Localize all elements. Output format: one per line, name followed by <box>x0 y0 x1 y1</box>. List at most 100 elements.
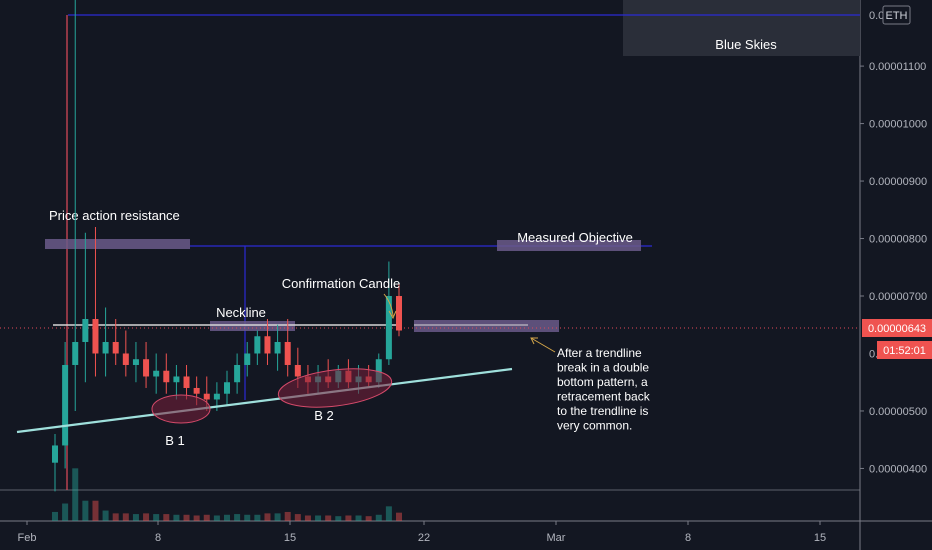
x-axis-labels: Feb 8 15 22 Mar 8 15 <box>18 521 826 544</box>
candle-body <box>203 393 210 400</box>
volume-bar <box>183 514 190 521</box>
candle[interactable] <box>72 0 79 411</box>
y-axis-labels: 0.00001100 0.00001000 0.00000900 0.00000800… <box>860 10 927 475</box>
candle[interactable] <box>102 307 109 377</box>
candle-body <box>102 341 109 354</box>
volume-bar <box>52 511 58 521</box>
confirmation-arrow <box>383 293 394 317</box>
price-axis[interactable] <box>860 0 932 550</box>
x-tick-label: 8 <box>685 532 691 544</box>
resistance-box[interactable] <box>45 239 190 249</box>
neckline-box[interactable] <box>210 321 295 331</box>
y-tick-label: 0.00000400 <box>869 463 927 475</box>
note-arrow <box>530 337 556 353</box>
bottom-1-label: B 1 <box>165 433 185 448</box>
candle-body <box>72 341 79 365</box>
candle[interactable] <box>122 330 129 377</box>
quote-currency-badge[interactable] <box>882 5 911 25</box>
x-tick-label: 22 <box>418 532 430 544</box>
note-line: bottom pattern, a <box>557 375 648 389</box>
volume-bar <box>304 515 311 521</box>
candle-body <box>82 319 89 342</box>
candle[interactable] <box>224 370 230 406</box>
candle-body <box>52 445 58 463</box>
candle[interactable] <box>112 319 119 365</box>
volume-bar <box>193 515 200 521</box>
note-line: very common. <box>557 419 632 433</box>
y-tick-label: 0.00000800 <box>869 234 927 246</box>
candle[interactable] <box>284 319 291 377</box>
candle[interactable] <box>132 341 139 383</box>
y-tick-label: 0.00000500 <box>869 406 927 418</box>
candle[interactable] <box>52 433 58 492</box>
volume-bar <box>153 514 160 521</box>
candle-body <box>254 336 261 354</box>
candle-body <box>122 353 129 365</box>
candle[interactable] <box>234 353 241 394</box>
countdown-badge <box>877 341 932 359</box>
candle[interactable] <box>153 353 160 394</box>
candle[interactable] <box>163 353 170 394</box>
quote-currency-label: ETH <box>886 10 908 22</box>
candle-body <box>396 296 402 331</box>
candle-body <box>244 353 251 365</box>
bottom-1-ellipse[interactable] <box>151 394 211 424</box>
note-line: break in a double <box>557 361 649 375</box>
candle-body <box>132 359 139 365</box>
candle[interactable] <box>254 330 261 365</box>
volume-bar <box>264 513 271 521</box>
volume-bar <box>92 500 99 521</box>
candle[interactable] <box>396 284 402 337</box>
bottom-2-ellipse[interactable] <box>276 363 394 413</box>
confirmation-candle-label: Confirmation Candle <box>282 276 401 291</box>
note-line: retracement back <box>557 390 651 404</box>
x-tick-label: 8 <box>155 532 161 544</box>
volume-bar <box>375 514 382 521</box>
volume-bar <box>143 513 150 521</box>
volume-bar <box>315 515 322 521</box>
candle[interactable] <box>244 341 251 377</box>
volume-bar <box>274 513 281 521</box>
candle-body <box>153 370 160 377</box>
y-tick-label: 0.00001000 <box>869 119 927 131</box>
candle[interactable] <box>183 364 190 400</box>
candle-body <box>375 359 382 383</box>
volume-bar <box>355 515 362 521</box>
y-tick-label-top: 0.0 <box>869 10 884 22</box>
measured-objective-label: Measured Objective <box>517 230 633 245</box>
volume-bar <box>173 514 180 521</box>
candle[interactable] <box>143 341 150 388</box>
current-price-badge <box>862 319 932 337</box>
retest-box[interactable] <box>414 320 559 332</box>
x-tick-label: 15 <box>284 532 296 544</box>
volume-bar <box>82 500 89 521</box>
volume-bar <box>122 513 129 521</box>
x-tick-label: Mar <box>547 532 566 544</box>
candle-body <box>163 370 170 383</box>
candle[interactable] <box>264 319 271 365</box>
candle[interactable] <box>385 261 392 365</box>
volume-bar <box>72 468 79 521</box>
candle[interactable] <box>92 227 99 377</box>
candle[interactable] <box>274 324 281 371</box>
candle[interactable] <box>82 232 89 383</box>
note-line: After a trendline <box>557 346 642 360</box>
plot-area[interactable] <box>0 0 860 550</box>
candle-body <box>224 382 230 394</box>
trendline[interactable] <box>16 367 513 434</box>
measured-objective-box[interactable] <box>497 240 641 251</box>
volume-bar <box>203 514 210 521</box>
volume-bar <box>102 510 109 521</box>
volume-bar <box>244 514 251 521</box>
candle[interactable] <box>62 341 69 469</box>
candle[interactable] <box>173 364 180 400</box>
blue-skies-box[interactable] <box>623 0 860 56</box>
candle-body <box>173 376 180 383</box>
volume-bar <box>365 516 372 521</box>
note-arrowhead <box>530 337 538 345</box>
candle-body <box>234 364 241 383</box>
volume-bar <box>234 514 241 521</box>
candle-body <box>385 296 392 360</box>
